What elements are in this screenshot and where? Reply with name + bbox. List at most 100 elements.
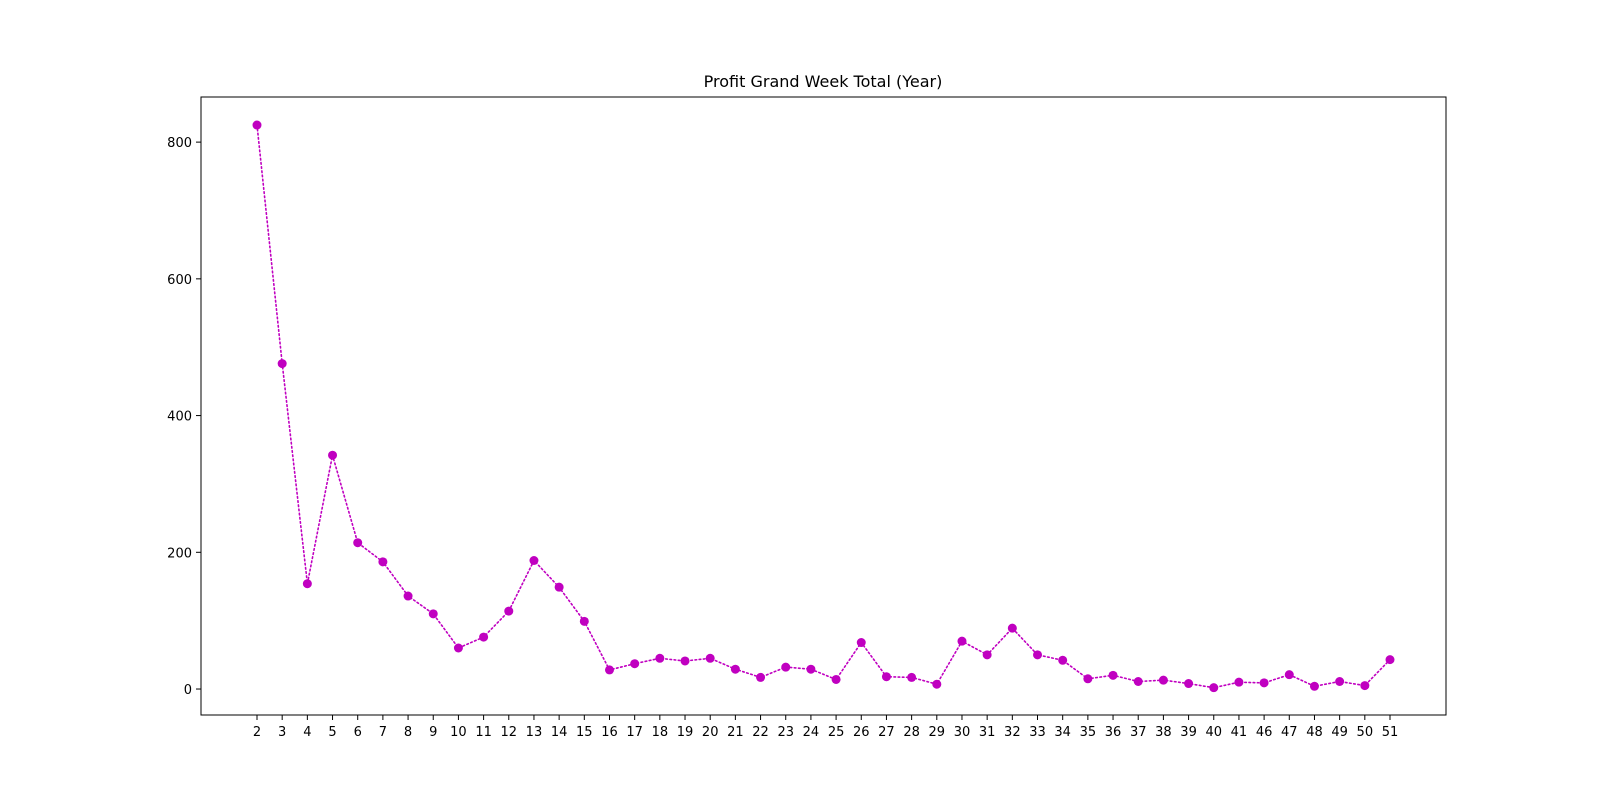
x-tick-label: 13 (526, 725, 543, 740)
series-layer (252, 120, 1395, 693)
x-tick-label: 26 (853, 725, 870, 740)
y-tick-label: 600 (167, 273, 192, 288)
data-point (630, 659, 640, 669)
data-point (453, 643, 463, 653)
data-point (353, 538, 363, 548)
x-tick-label: 51 (1382, 725, 1399, 740)
x-tick-label: 2 (253, 725, 261, 740)
x-tick-label: 22 (752, 725, 769, 740)
data-point (579, 616, 589, 626)
data-point (982, 650, 992, 660)
data-point (604, 665, 614, 675)
plot-frame (200, 96, 1447, 716)
x-tick-label: 19 (677, 725, 694, 740)
y-tick-label: 800 (167, 136, 192, 151)
data-point (831, 674, 841, 684)
data-point (1284, 670, 1294, 680)
data-point (932, 679, 942, 689)
x-tick-label: 8 (404, 725, 412, 740)
x-tick-label: 47 (1281, 725, 1298, 740)
chart-title: Profit Grand Week Total (Year) (704, 72, 943, 91)
data-point (957, 636, 967, 646)
x-tick-label: 27 (878, 725, 895, 740)
data-point (277, 359, 287, 369)
data-point (1184, 679, 1194, 689)
data-point (1259, 678, 1269, 688)
x-tick-label: 23 (777, 725, 794, 740)
y-axis: 0 200 400 600 800 (167, 136, 201, 698)
x-tick-label: 29 (929, 725, 946, 740)
data-point (1083, 674, 1093, 684)
data-point (781, 662, 791, 672)
x-tick-label: 46 (1256, 725, 1273, 740)
x-tick-label: 4 (303, 725, 311, 740)
data-point (881, 672, 891, 682)
data-point (554, 582, 564, 592)
x-tick-label: 41 (1231, 725, 1248, 740)
x-tick-label: 18 (652, 725, 669, 740)
x-tick-label: 33 (1029, 725, 1046, 740)
y-tick-label: 400 (167, 410, 192, 425)
data-point (655, 653, 665, 663)
x-tick-label: 5 (328, 725, 336, 740)
x-tick-label: 36 (1105, 725, 1122, 740)
x-tick-label: 7 (379, 725, 387, 740)
x-tick-label: 10 (450, 725, 467, 740)
data-point (1385, 655, 1395, 665)
data-point (1158, 675, 1168, 685)
x-tick-label: 12 (501, 725, 518, 740)
x-tick-label: 30 (954, 725, 971, 740)
x-tick-label: 37 (1130, 725, 1147, 740)
data-point (856, 638, 866, 648)
data-point (302, 579, 312, 589)
data-point (1007, 623, 1017, 633)
data-point (1133, 677, 1143, 687)
x-tick-label: 21 (727, 725, 744, 740)
x-tick-label: 35 (1080, 725, 1097, 740)
data-point (907, 672, 917, 682)
x-tick-label: 48 (1306, 725, 1323, 740)
x-tick-label: 9 (429, 725, 437, 740)
x-tick-label: 38 (1155, 725, 1172, 740)
data-point (1108, 670, 1118, 680)
x-tick-label: 50 (1357, 725, 1374, 740)
x-tick-label: 34 (1054, 725, 1071, 740)
data-point (504, 606, 514, 616)
x-tick-label: 32 (1004, 725, 1021, 740)
y-tick-label: 0 (184, 683, 192, 698)
series-line (256, 124, 1391, 689)
x-tick-label: 28 (903, 725, 920, 740)
data-point (756, 672, 766, 682)
x-tick-label: 31 (979, 725, 996, 740)
y-tick-label: 200 (167, 546, 192, 561)
x-tick-label: 39 (1180, 725, 1197, 740)
x-tick-label: 3 (278, 725, 286, 740)
data-point (705, 653, 715, 663)
x-tick-label: 14 (551, 725, 568, 740)
data-point (252, 120, 262, 130)
x-tick-label: 15 (576, 725, 593, 740)
data-point (1360, 681, 1370, 691)
data-point (1234, 677, 1244, 687)
x-tick-label: 24 (803, 725, 820, 740)
data-point (479, 632, 489, 642)
x-tick-label: 16 (601, 725, 618, 740)
x-tick-label: 6 (354, 725, 362, 740)
x-tick-label: 49 (1331, 725, 1348, 740)
data-point (403, 591, 413, 601)
x-tick-label: 11 (475, 725, 492, 740)
data-point (1335, 677, 1345, 687)
x-axis: 2 3 4 5 6 7 8 9 10 11 12 13 14 15 16 17 18 19 20 21 22 23 24 25… (253, 715, 1398, 740)
data-point (1309, 681, 1319, 691)
data-point (1058, 655, 1068, 665)
data-point (806, 664, 816, 674)
data-point (1209, 683, 1219, 693)
data-point (730, 664, 740, 674)
x-tick-label: 40 (1205, 725, 1222, 740)
data-point (1033, 650, 1043, 660)
x-tick-label: 25 (828, 725, 845, 740)
data-point (529, 556, 539, 565)
data-point (328, 450, 338, 460)
x-tick-label: 17 (626, 725, 643, 740)
